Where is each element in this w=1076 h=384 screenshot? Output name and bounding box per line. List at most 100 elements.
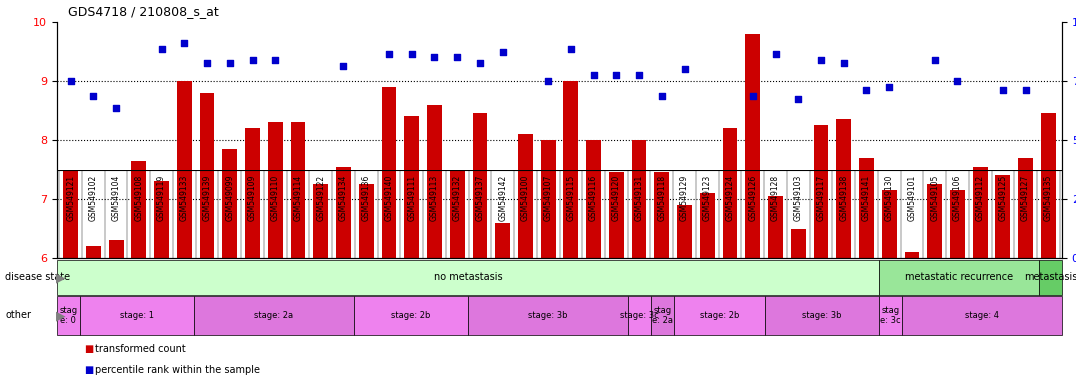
Point bbox=[767, 51, 784, 58]
Point bbox=[449, 54, 466, 60]
Point bbox=[426, 54, 443, 60]
Bar bbox=[57, 296, 80, 335]
Text: stag
e: 3c: stag e: 3c bbox=[880, 306, 901, 325]
Point bbox=[62, 78, 80, 84]
Text: GSM549119: GSM549119 bbox=[157, 174, 166, 221]
Point bbox=[858, 87, 875, 93]
Point bbox=[926, 57, 944, 63]
Text: GSM549103: GSM549103 bbox=[794, 174, 803, 221]
Text: GSM549121: GSM549121 bbox=[66, 174, 75, 220]
Point bbox=[539, 78, 556, 84]
Point bbox=[790, 96, 807, 102]
Bar bbox=[699, 193, 714, 258]
Bar bbox=[154, 181, 169, 258]
Text: GSM549123: GSM549123 bbox=[703, 174, 712, 221]
Bar bbox=[382, 87, 396, 258]
Text: percentile rank within the sample: percentile rank within the sample bbox=[95, 365, 259, 375]
Bar bbox=[928, 184, 943, 258]
Point bbox=[494, 48, 511, 55]
Point bbox=[153, 45, 170, 51]
Bar bbox=[1040, 113, 1056, 258]
Text: GSM549138: GSM549138 bbox=[839, 174, 848, 221]
Bar bbox=[223, 149, 237, 258]
Text: GSM549135: GSM549135 bbox=[1044, 174, 1052, 221]
Text: disease state: disease state bbox=[5, 273, 71, 283]
Bar bbox=[472, 113, 487, 258]
Text: GSM549137: GSM549137 bbox=[476, 174, 484, 221]
Text: GSM549106: GSM549106 bbox=[953, 174, 962, 221]
Bar bbox=[176, 81, 192, 258]
Text: GSM549122: GSM549122 bbox=[316, 174, 325, 220]
Text: stage: 2b: stage: 2b bbox=[699, 311, 739, 320]
Bar bbox=[746, 34, 760, 258]
Text: metastasis: metastasis bbox=[1024, 273, 1076, 283]
Text: stage: 3b: stage: 3b bbox=[803, 311, 841, 320]
Bar bbox=[194, 296, 354, 335]
Bar bbox=[879, 296, 902, 335]
Text: GSM549102: GSM549102 bbox=[89, 174, 98, 221]
Text: GSM549110: GSM549110 bbox=[271, 174, 280, 221]
Point bbox=[198, 60, 215, 66]
Point bbox=[745, 93, 762, 99]
Bar bbox=[468, 296, 628, 335]
Bar bbox=[995, 175, 1010, 258]
Bar bbox=[723, 128, 737, 258]
Text: GSM549105: GSM549105 bbox=[930, 174, 939, 221]
Bar bbox=[905, 252, 919, 258]
Text: GSM549117: GSM549117 bbox=[817, 174, 825, 221]
Bar bbox=[628, 296, 651, 335]
Point bbox=[1017, 87, 1034, 93]
Bar bbox=[268, 122, 283, 258]
Point bbox=[563, 45, 580, 51]
Point bbox=[108, 104, 125, 111]
Point bbox=[585, 72, 603, 78]
Bar bbox=[765, 296, 879, 335]
Text: GSM549136: GSM549136 bbox=[362, 174, 371, 221]
Point bbox=[244, 57, 261, 63]
Text: GSM549112: GSM549112 bbox=[976, 174, 985, 220]
Bar bbox=[63, 169, 79, 258]
Point bbox=[835, 60, 852, 66]
Text: GSM549139: GSM549139 bbox=[202, 174, 212, 221]
Point bbox=[812, 57, 830, 63]
Bar bbox=[518, 134, 533, 258]
Text: stage: 3b: stage: 3b bbox=[528, 311, 568, 320]
Bar bbox=[632, 140, 647, 258]
Bar bbox=[973, 167, 988, 258]
Text: GSM549124: GSM549124 bbox=[725, 174, 735, 221]
Text: GSM549141: GSM549141 bbox=[862, 174, 870, 221]
Bar bbox=[57, 260, 879, 295]
Point bbox=[175, 40, 193, 46]
Text: GSM549115: GSM549115 bbox=[566, 174, 576, 221]
Bar bbox=[358, 184, 373, 258]
Text: ■: ■ bbox=[84, 344, 94, 354]
Bar bbox=[200, 93, 214, 258]
Text: GSM549120: GSM549120 bbox=[612, 174, 621, 221]
Point bbox=[631, 72, 648, 78]
Bar bbox=[674, 296, 765, 335]
Bar bbox=[651, 296, 674, 335]
Bar bbox=[609, 172, 624, 258]
Point bbox=[380, 51, 397, 58]
Point bbox=[471, 60, 489, 66]
Bar bbox=[654, 172, 669, 258]
Text: stag
e: 0: stag e: 0 bbox=[59, 306, 77, 325]
Text: GSM549125: GSM549125 bbox=[999, 174, 1007, 221]
Bar bbox=[541, 140, 555, 258]
Text: GSM549128: GSM549128 bbox=[771, 174, 780, 220]
Text: GSM549127: GSM549127 bbox=[1021, 174, 1030, 221]
Text: other: other bbox=[5, 311, 31, 321]
Point bbox=[994, 87, 1011, 93]
Point bbox=[222, 60, 239, 66]
Text: ▶: ▶ bbox=[56, 271, 66, 284]
Bar bbox=[677, 205, 692, 258]
Bar bbox=[950, 190, 965, 258]
Text: stage: 2b: stage: 2b bbox=[392, 311, 430, 320]
Bar bbox=[450, 169, 465, 258]
Bar bbox=[427, 104, 442, 258]
Text: stage: 3c: stage: 3c bbox=[620, 311, 659, 320]
Text: GSM549099: GSM549099 bbox=[225, 174, 235, 221]
Text: transformed count: transformed count bbox=[95, 344, 185, 354]
Bar bbox=[879, 260, 1039, 295]
Text: GSM549134: GSM549134 bbox=[339, 174, 348, 221]
